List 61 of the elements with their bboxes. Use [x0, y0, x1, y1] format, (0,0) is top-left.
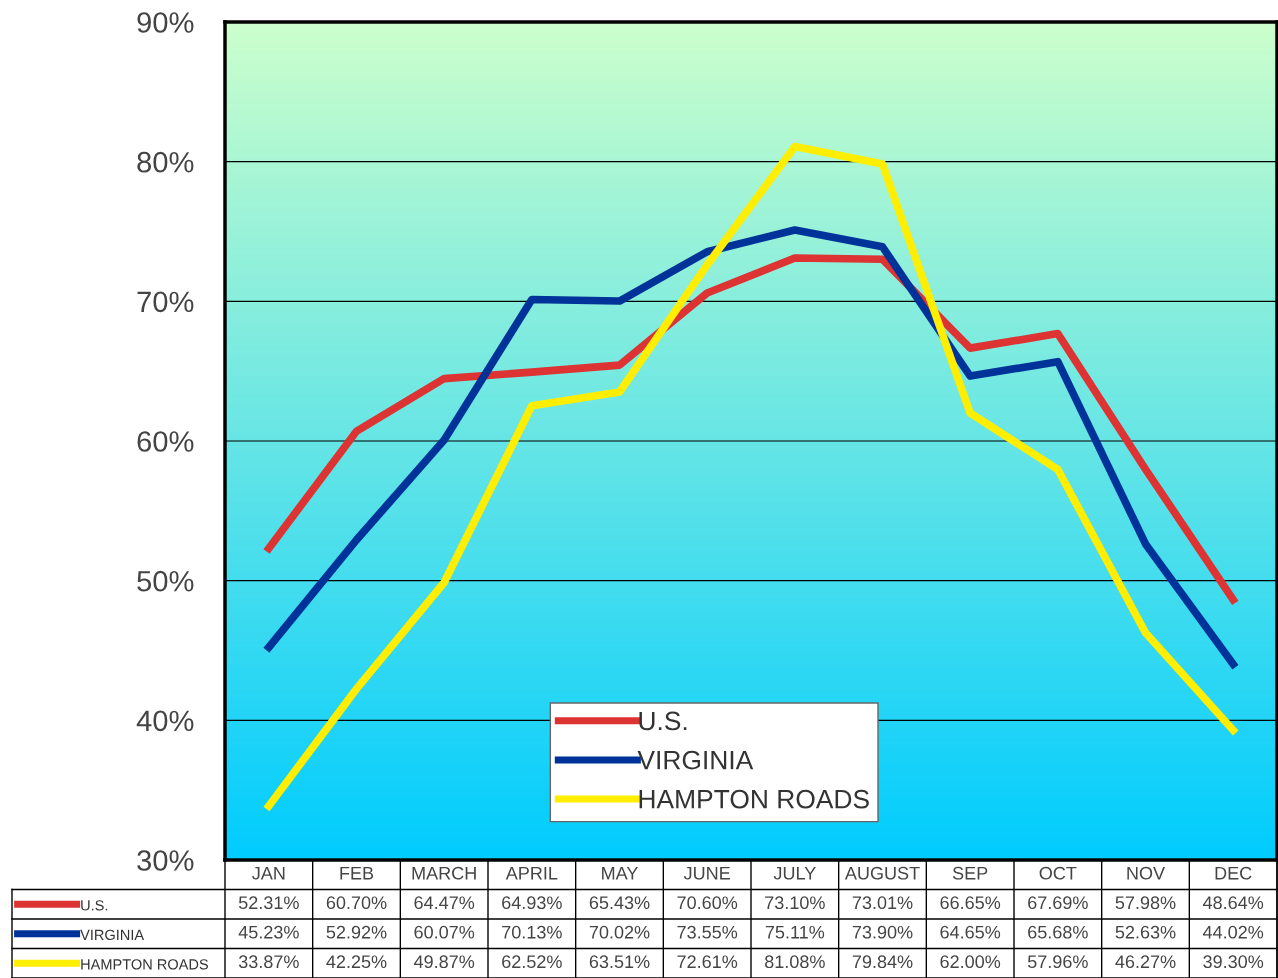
data-label: 42.25% [326, 955, 387, 969]
data-label: 33.87% [238, 955, 299, 969]
text: HAMPTON ROADS [81, 959, 209, 970]
y-tick-label: 70% [137, 291, 194, 313]
data-label: 49.87% [413, 955, 475, 969]
data-label: 75.11% [765, 925, 825, 939]
data-label: 44.02% [1202, 925, 1264, 939]
data-label: 73.01% [852, 896, 913, 910]
x-tick-label: JULY [773, 867, 816, 880]
data-label: 79.84% [852, 955, 913, 969]
data-label: 62.52% [502, 955, 562, 969]
x-tick-label: MARCH [412, 866, 476, 880]
data-label: 73.55% [677, 925, 738, 939]
data-label: 65.68% [1028, 925, 1088, 939]
y-tick-label: 80% [137, 151, 194, 173]
y-tick-label: 60% [137, 431, 194, 452]
data-label: 46.27% [1115, 955, 1176, 969]
y-tick-label: 40% [136, 710, 194, 732]
data-label: 48.64% [1202, 896, 1264, 910]
data-label: 70.60% [677, 896, 738, 910]
data-label: 39.30% [1203, 955, 1264, 969]
legend-label: VIRGINIA [637, 750, 754, 770]
data-label: 70.02% [589, 925, 650, 939]
data-label: 65.43% [589, 896, 650, 910]
x-tick-label: OCT [1039, 866, 1077, 880]
data-label: 57.98% [1115, 896, 1176, 910]
x-tick-label: MAY [602, 867, 638, 880]
data-label: 52.92% [326, 925, 387, 939]
data-label: 64.65% [940, 925, 1001, 939]
data-label: 52.31% [238, 896, 299, 910]
data-label: 60.70% [326, 896, 387, 910]
data-label: 73.10% [765, 896, 825, 910]
x-tick-label: FEB [340, 867, 374, 880]
x-tick-label: DEC [1215, 866, 1252, 880]
data-label: 70.13% [502, 925, 562, 939]
data-label: 81.08% [765, 955, 825, 969]
x-tick-label: AUGUST [844, 866, 920, 880]
x-tick-label: APRIL [505, 867, 558, 880]
x-tick-label: NOV [1127, 866, 1165, 880]
x-tick-label: JAN [252, 867, 285, 880]
data-label: 72.61% [677, 955, 738, 969]
data-label: 64.47% [414, 896, 475, 910]
y-tick-label: 30% [137, 850, 194, 871]
data-label: 57.96% [1027, 955, 1088, 969]
data-label: 73.90% [852, 925, 913, 939]
x-tick-label: SEP [952, 866, 988, 880]
legend-label: U.S. [639, 711, 687, 731]
y-tick-label: 90% [137, 12, 194, 33]
text: U.S. [81, 900, 108, 911]
legend-label: HAMPTON ROADS [639, 789, 869, 809]
data-label: 67.69% [1028, 896, 1088, 910]
data-label: 60.07% [414, 925, 475, 939]
data-label: 64.93% [502, 896, 562, 910]
data-label: 45.23% [238, 925, 299, 939]
data-label: 66.65% [940, 896, 1001, 910]
text: VIRGINIA [80, 929, 145, 941]
data-label: 52.63% [1115, 925, 1176, 939]
data-label: 62.00% [940, 955, 1001, 969]
x-tick-label: JUNE [683, 867, 730, 880]
data-label: 63.51% [589, 955, 650, 969]
y-tick-label: 50% [137, 570, 194, 592]
